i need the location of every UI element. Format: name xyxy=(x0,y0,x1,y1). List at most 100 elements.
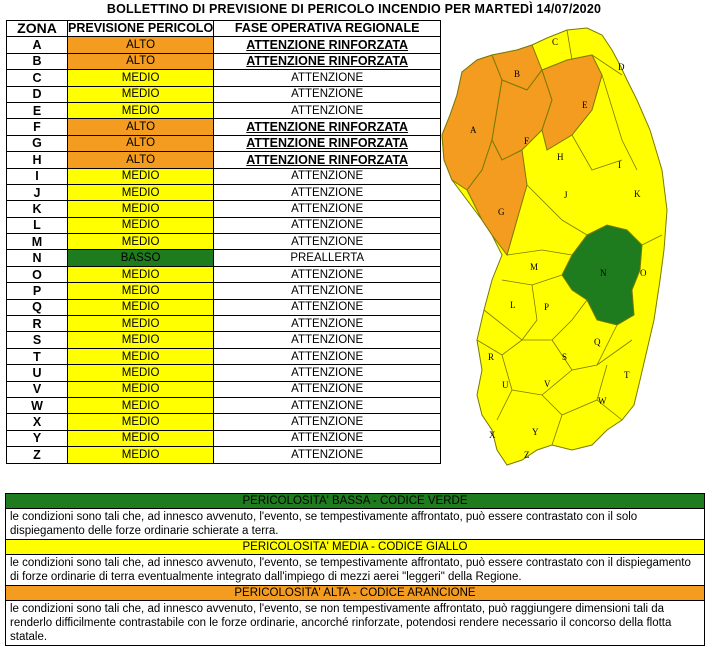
zone-letter: I xyxy=(6,167,68,185)
table-row: R MEDIO ATTENZIONE xyxy=(6,315,442,333)
risk-level-cell: MEDIO xyxy=(66,200,215,218)
operational-phase-cell: ATTENZIONE xyxy=(213,282,442,300)
risk-level-cell: MEDIO xyxy=(66,233,215,251)
risk-level-cell: MEDIO xyxy=(66,167,215,185)
risk-level-cell: ALTO xyxy=(66,151,215,169)
map-label-g: G xyxy=(498,207,505,217)
zone-letter: P xyxy=(6,282,68,300)
operational-phase-cell: ATTENZIONE xyxy=(213,167,442,185)
zone-letter: M xyxy=(6,233,68,251)
legend-heading-medio: PERICOLOSITA' MEDIA - CODICE GIALLO xyxy=(6,540,704,555)
operational-phase-cell: ATTENZIONE xyxy=(213,413,442,431)
operational-phase-cell: ATTENZIONE RINFORZATA xyxy=(213,134,442,153)
zone-letter: R xyxy=(6,315,68,333)
table-row: U MEDIO ATTENZIONE xyxy=(6,364,442,382)
operational-phase-cell: ATTENZIONE xyxy=(213,315,442,333)
table-row: Q MEDIO ATTENZIONE xyxy=(6,298,442,317)
zone-letter: X xyxy=(6,413,68,431)
header-zona: ZONA xyxy=(6,19,68,38)
table-row: A ALTO ATTENZIONE RINFORZATA xyxy=(6,36,442,54)
table-row: M MEDIO ATTENZIONE xyxy=(6,233,442,251)
zone-letter: O xyxy=(6,265,68,284)
table-row: D MEDIO ATTENZIONE xyxy=(6,85,442,103)
table-row: N BASSO PREALLERTA xyxy=(6,249,442,267)
risk-level-cell: MEDIO xyxy=(66,101,215,120)
risk-level-cell: MEDIO xyxy=(66,183,215,202)
table-row: W MEDIO ATTENZIONE xyxy=(6,396,442,415)
risk-level-cell: MEDIO xyxy=(66,282,215,300)
operational-phase-cell: ATTENZIONE xyxy=(213,446,442,464)
zone-h-region xyxy=(541,54,603,151)
header-previsione: PREVISIONE PERICOLO xyxy=(66,19,215,38)
map-label-w: W xyxy=(598,396,607,406)
zone-letter: T xyxy=(6,347,68,366)
header-fase: FASE OPERATIVA REGIONALE xyxy=(213,19,442,38)
zone-letter: W xyxy=(6,396,68,415)
sardinia-map: A B C D E F G H I J K L M N O P Q R S T … xyxy=(441,27,668,466)
risk-level-cell: ALTO xyxy=(66,36,215,54)
map-label-r: R xyxy=(488,352,494,362)
operational-phase-cell: ATTENZIONE xyxy=(213,380,442,398)
map-label-y: Y xyxy=(532,427,539,437)
zone-letter: G xyxy=(6,134,68,153)
map-label-o: O xyxy=(640,268,647,278)
zone-letter: H xyxy=(6,151,68,169)
map-label-i: I xyxy=(618,160,621,170)
legend-text-alto: le condizioni sono tali che, ad innesco … xyxy=(10,603,672,643)
table-row: Z MEDIO ATTENZIONE xyxy=(6,446,442,464)
risk-level-cell: BASSO xyxy=(66,249,215,267)
zone-letter: Q xyxy=(6,298,68,317)
operational-phase-cell: ATTENZIONE xyxy=(213,101,442,120)
operational-phase-cell: ATTENZIONE xyxy=(213,265,442,284)
zone-letter: F xyxy=(6,118,68,136)
table-row: H ALTO ATTENZIONE RINFORZATA xyxy=(6,151,442,169)
risk-level-cell: MEDIO xyxy=(66,265,215,284)
map-label-b: B xyxy=(514,69,520,79)
table-row: S MEDIO ATTENZIONE xyxy=(6,331,442,349)
zone-letter: U xyxy=(6,364,68,382)
legend-text-basso: le condizioni sono tali che, ad innesco … xyxy=(6,509,704,540)
operational-phase-cell: ATTENZIONE RINFORZATA xyxy=(213,52,442,71)
risk-level-cell: ALTO xyxy=(66,134,215,153)
risk-level-cell: MEDIO xyxy=(66,446,215,464)
zone-f-region xyxy=(491,68,553,161)
operational-phase-cell: ATTENZIONE xyxy=(213,69,442,87)
map-label-u: U xyxy=(502,380,509,390)
risk-level-cell: MEDIO xyxy=(66,396,215,415)
zone-letter: V xyxy=(6,380,68,398)
zone-table: ZONA PREVISIONE PERICOLO FASE OPERATIVA … xyxy=(6,19,442,464)
table-row: E MEDIO ATTENZIONE xyxy=(6,101,442,120)
operational-phase-cell: ATTENZIONE xyxy=(213,396,442,415)
zone-letter: B xyxy=(6,52,68,71)
legend-heading-basso: PERICOLOSITA' BASSA - CODICE VERDE xyxy=(6,494,704,509)
risk-level-cell: MEDIO xyxy=(66,298,215,317)
table-row: O MEDIO ATTENZIONE xyxy=(6,265,442,284)
table-row: T MEDIO ATTENZIONE xyxy=(6,347,442,366)
risk-level-cell: MEDIO xyxy=(66,216,215,235)
operational-phase-cell: ATTENZIONE xyxy=(213,364,442,382)
zone-letter: K xyxy=(6,200,68,218)
zone-letter: L xyxy=(6,216,68,235)
risk-level-cell: MEDIO xyxy=(66,364,215,382)
zone-letter: C xyxy=(6,69,68,87)
map-label-v: V xyxy=(544,379,551,389)
zone-letter: Y xyxy=(6,429,68,448)
table-row: C MEDIO ATTENZIONE xyxy=(6,69,442,87)
risk-level-cell: MEDIO xyxy=(66,315,215,333)
operational-phase-cell: ATTENZIONE RINFORZATA xyxy=(213,151,442,169)
operational-phase-cell: ATTENZIONE xyxy=(213,200,442,218)
bulletin-title: BOLLETTINO DI PREVISIONE DI PERICOLO INC… xyxy=(106,2,602,16)
map-label-a: A xyxy=(470,125,477,135)
risk-level-cell: MEDIO xyxy=(66,347,215,366)
risk-level-cell: MEDIO xyxy=(66,69,215,87)
map-label-f: F xyxy=(524,136,529,146)
zone-boundaries xyxy=(476,29,663,446)
map-label-k: K xyxy=(634,189,641,199)
operational-phase-cell: ATTENZIONE RINFORZATA xyxy=(213,36,442,54)
map-label-j: J xyxy=(564,190,568,200)
risk-level-cell: MEDIO xyxy=(66,331,215,349)
table-row: Y MEDIO ATTENZIONE xyxy=(6,429,442,448)
map-label-c: C xyxy=(552,37,558,47)
table-row: G ALTO ATTENZIONE RINFORZATA xyxy=(6,134,442,153)
table-row: J MEDIO ATTENZIONE xyxy=(6,183,442,202)
